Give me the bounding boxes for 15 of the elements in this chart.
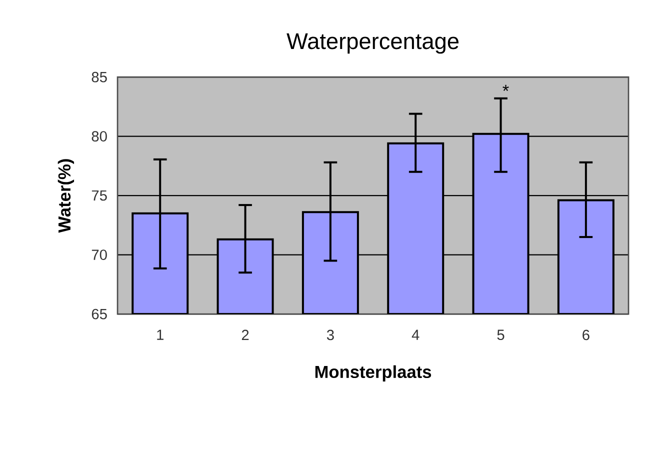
y-tick-label: 65 <box>92 308 107 320</box>
x-tick-label: 4 <box>412 330 420 340</box>
x-tick-label: 5 <box>497 330 504 340</box>
y-tick-label: 70 <box>92 250 107 260</box>
x-tick-label: 1 <box>157 330 164 340</box>
y-axis-title: Water(%) <box>58 159 74 233</box>
y-tick-label: 75 <box>92 190 107 201</box>
x-tick-label: 3 <box>326 330 334 340</box>
y-tick-label: 80 <box>92 131 107 142</box>
chart-title: Waterpercentage <box>286 33 459 54</box>
annotation: * <box>502 84 509 91</box>
x-axis-title: Monsterplaats <box>315 365 432 382</box>
x-tick-label: 6 <box>582 330 590 340</box>
x-tick-label: 2 <box>242 330 249 340</box>
y-tick-label: 85 <box>92 72 107 82</box>
